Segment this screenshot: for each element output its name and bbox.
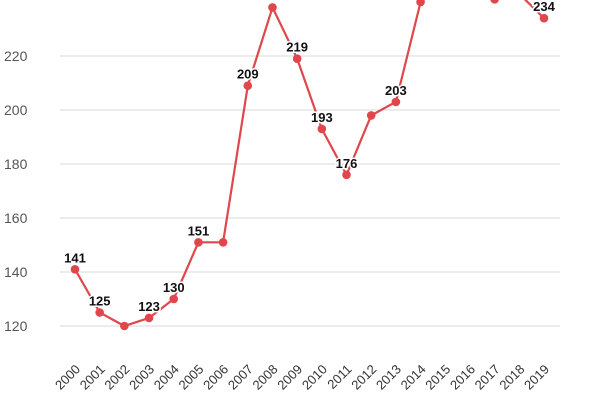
data-label: 234 [533, 0, 555, 14]
y-tick-label: 180 [4, 156, 28, 172]
x-tick-label: 2005 [175, 362, 206, 393]
data-point [243, 81, 253, 90]
data-point [366, 111, 376, 120]
data-point [292, 54, 302, 63]
data-point [391, 97, 401, 107]
data-point [144, 313, 154, 323]
x-tick-label: 2011 [324, 362, 354, 392]
data-label: 209 [237, 67, 259, 82]
x-tick-label: 2010 [299, 362, 330, 393]
x-tick-label: 2001 [77, 362, 108, 393]
data-point [268, 3, 277, 12]
y-tick-label: 160 [4, 210, 28, 226]
x-tick-label: 2019 [521, 362, 552, 393]
x-tick-label: 2012 [348, 362, 379, 393]
x-tick-label: 2009 [274, 362, 305, 393]
data-point [70, 265, 80, 274]
data-point [416, 0, 425, 7]
data-point [169, 294, 179, 304]
data-label: 151 [188, 223, 210, 238]
data-point [120, 321, 129, 331]
data-label: 141 [64, 250, 86, 265]
x-tick-label: 2015 [422, 362, 453, 393]
data-label: 125 [89, 294, 111, 309]
data-point [194, 238, 203, 247]
data-label: 193 [311, 110, 333, 125]
x-tick-label: 2016 [447, 362, 478, 393]
data-label: 176 [336, 156, 358, 171]
data-point [490, 0, 499, 4]
data-label: 123 [138, 299, 160, 314]
x-tick-label: 2002 [101, 362, 132, 393]
x-tick-label: 2018 [496, 362, 527, 393]
x-tick-label: 2007 [225, 362, 256, 393]
x-tick-label: 2017 [472, 362, 503, 393]
x-tick-label: 2006 [200, 362, 231, 393]
x-tick-label: 2004 [151, 362, 182, 393]
x-tick-label: 2014 [398, 362, 429, 393]
y-tick-label: 220 [4, 48, 28, 64]
x-tick-label: 2013 [373, 362, 404, 393]
x-axis-ticks: 2000200120022003200420052006200720082009… [52, 362, 552, 393]
y-tick-label: 140 [4, 264, 28, 280]
gridlines [60, 55, 560, 327]
data-label: 130 [163, 280, 185, 295]
data-point [342, 170, 351, 180]
y-tick-label: 120 [4, 318, 28, 334]
series-line [73, 0, 546, 328]
y-axis-ticks: 120 140 160 180 200 220 [4, 48, 28, 334]
data-label: 219 [286, 40, 308, 55]
data-label: 203 [385, 83, 407, 98]
x-tick-label: 2000 [52, 362, 83, 393]
data-point [539, 13, 549, 23]
y-tick-label: 200 [4, 102, 28, 118]
data-point [218, 238, 228, 247]
data-point [95, 308, 104, 317]
x-tick-label: 2008 [250, 362, 281, 393]
x-tick-label: 2003 [126, 362, 157, 393]
data-point [317, 124, 327, 134]
